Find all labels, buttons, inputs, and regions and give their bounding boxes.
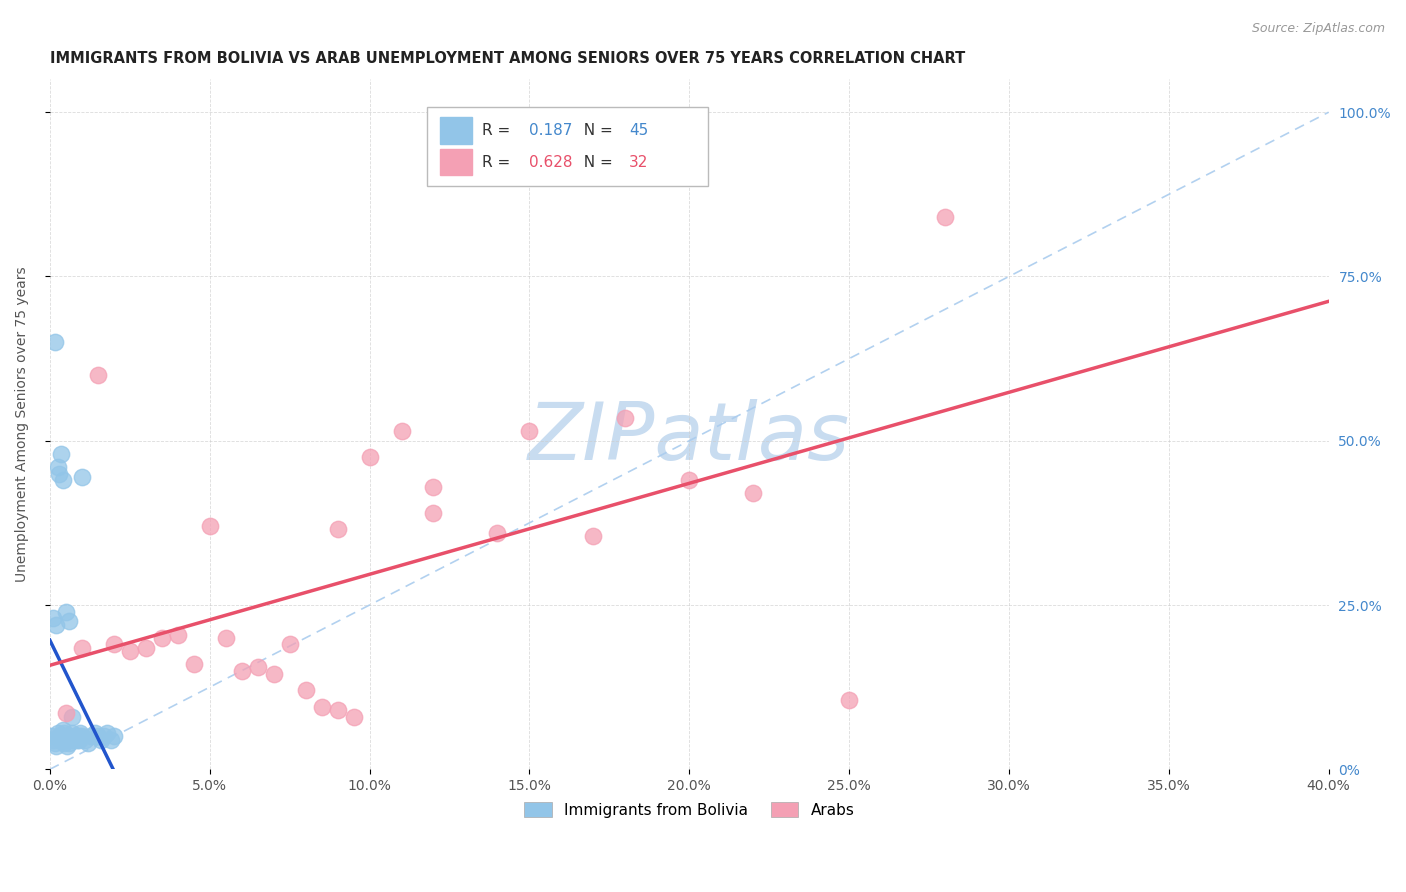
Point xyxy=(59,730,82,744)
Point xyxy=(41,730,63,744)
Text: 0.187: 0.187 xyxy=(530,123,572,138)
Point xyxy=(67,732,90,747)
Point xyxy=(118,644,141,658)
Point xyxy=(42,611,65,625)
Point xyxy=(519,424,541,438)
Point xyxy=(103,637,125,651)
Point xyxy=(150,631,173,645)
Point xyxy=(53,726,76,740)
Point xyxy=(55,706,77,721)
Point xyxy=(55,605,77,619)
Point xyxy=(49,732,72,747)
Y-axis label: Unemployment Among Seniors over 75 years: Unemployment Among Seniors over 75 years xyxy=(15,267,30,582)
Point xyxy=(582,529,605,543)
Point xyxy=(44,736,66,750)
Point xyxy=(391,424,413,438)
Point xyxy=(48,467,70,481)
Point xyxy=(342,710,364,724)
Point xyxy=(96,726,118,740)
Point xyxy=(87,368,110,382)
Point xyxy=(103,730,125,744)
Point xyxy=(60,726,83,740)
Point xyxy=(742,486,765,500)
Text: R =: R = xyxy=(482,123,515,138)
Point xyxy=(278,637,301,651)
Point xyxy=(486,525,509,540)
FancyBboxPatch shape xyxy=(427,107,709,186)
Point xyxy=(56,739,79,754)
Point xyxy=(73,732,96,747)
Point xyxy=(198,519,221,533)
Point xyxy=(678,473,700,487)
Point xyxy=(48,730,70,744)
Point xyxy=(66,732,89,747)
Text: N =: N = xyxy=(574,154,617,169)
Text: N =: N = xyxy=(574,123,617,138)
Point xyxy=(55,730,77,744)
Point xyxy=(69,726,91,740)
FancyBboxPatch shape xyxy=(440,117,472,144)
Point xyxy=(62,732,84,747)
Point xyxy=(294,683,316,698)
Point xyxy=(311,699,333,714)
Point xyxy=(263,667,285,681)
Text: IMMIGRANTS FROM BOLIVIA VS ARAB UNEMPLOYMENT AMONG SENIORS OVER 75 YEARS CORRELA: IMMIGRANTS FROM BOLIVIA VS ARAB UNEMPLOY… xyxy=(49,51,965,66)
Point xyxy=(65,730,87,744)
Point xyxy=(67,730,90,744)
Point xyxy=(65,730,87,744)
Point xyxy=(135,640,157,655)
Text: ZIPatlas: ZIPatlas xyxy=(529,399,851,477)
Point xyxy=(56,732,79,747)
Text: 45: 45 xyxy=(628,123,648,138)
Point xyxy=(934,211,956,225)
Point xyxy=(46,460,69,475)
Point xyxy=(93,730,115,744)
Point xyxy=(422,480,444,494)
Point xyxy=(44,335,66,350)
Point xyxy=(46,726,69,740)
Point xyxy=(42,732,65,747)
Point xyxy=(215,631,238,645)
Legend: Immigrants from Bolivia, Arabs: Immigrants from Bolivia, Arabs xyxy=(517,796,860,823)
Point xyxy=(53,736,76,750)
Point xyxy=(45,739,67,754)
Text: 0.628: 0.628 xyxy=(530,154,572,169)
Point xyxy=(326,523,349,537)
Point xyxy=(52,723,75,737)
Point xyxy=(60,710,83,724)
Point xyxy=(183,657,205,672)
Point xyxy=(614,410,637,425)
Text: Source: ZipAtlas.com: Source: ZipAtlas.com xyxy=(1251,22,1385,36)
Point xyxy=(166,627,188,641)
Point xyxy=(45,617,67,632)
Point xyxy=(83,726,105,740)
Point xyxy=(58,615,80,629)
Point xyxy=(90,732,112,747)
FancyBboxPatch shape xyxy=(440,149,472,175)
Point xyxy=(231,664,253,678)
Point xyxy=(52,473,75,487)
Text: 32: 32 xyxy=(628,154,648,169)
Point xyxy=(359,450,381,465)
Point xyxy=(87,730,110,744)
Point xyxy=(70,730,93,744)
Point xyxy=(838,693,860,707)
Point xyxy=(58,736,80,750)
Point xyxy=(77,736,100,750)
Text: R =: R = xyxy=(482,154,515,169)
Point xyxy=(49,447,72,461)
Point xyxy=(80,730,103,744)
Point xyxy=(70,470,93,484)
Point xyxy=(326,703,349,717)
Point xyxy=(246,660,269,674)
Point xyxy=(70,640,93,655)
Point xyxy=(100,732,122,747)
Point xyxy=(422,506,444,520)
